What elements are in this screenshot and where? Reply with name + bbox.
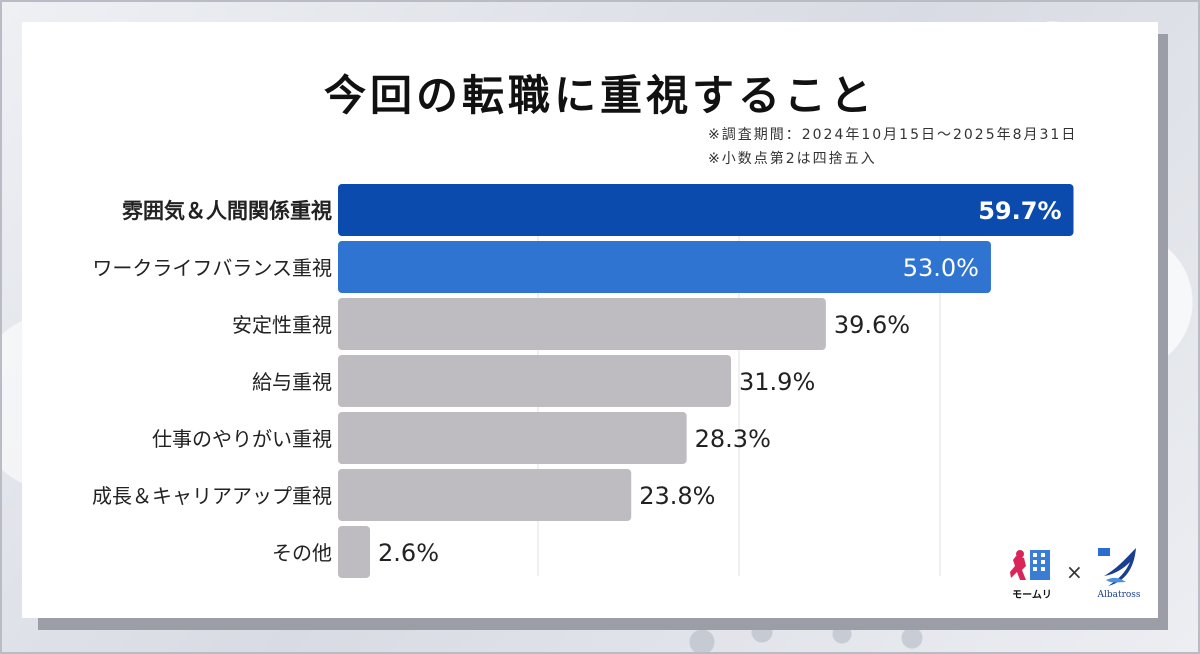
bar bbox=[338, 184, 1074, 236]
bar bbox=[338, 355, 732, 407]
value-label: 59.7% bbox=[978, 197, 1061, 225]
survey-period-note: ※調査期間：2024年10月15日〜2025年8月31日 bbox=[708, 127, 1078, 143]
momuri-logo-icon: モームリ bbox=[1010, 548, 1054, 601]
category-label: 雰囲気＆人間関係重視 bbox=[122, 199, 332, 223]
chart-title: 今回の転職に重視すること bbox=[323, 71, 876, 120]
bar bbox=[338, 469, 632, 521]
category-label: 安定性重視 bbox=[232, 313, 332, 337]
value-label: 39.6% bbox=[834, 311, 910, 339]
category-label: 仕事のやりがい重視 bbox=[152, 427, 332, 451]
albatross-logo-text: Albatross bbox=[1097, 590, 1141, 600]
category-label: 給与重視 bbox=[252, 370, 332, 394]
value-label: 23.8% bbox=[639, 482, 715, 510]
momuri-logo-text: モームリ bbox=[1012, 590, 1052, 601]
value-label: 2.6% bbox=[378, 539, 439, 567]
rounding-note: ※小数点第2は四捨五入 bbox=[708, 151, 877, 167]
albatross-logo-icon: Albatross bbox=[1096, 546, 1142, 602]
value-label: 28.3% bbox=[695, 425, 771, 453]
bar bbox=[338, 241, 991, 293]
bar bbox=[338, 298, 826, 350]
logo-separator: × bbox=[1066, 560, 1083, 584]
category-label: ワークライフバランス重視 bbox=[92, 256, 332, 280]
bar bbox=[338, 526, 371, 578]
logo-area: モームリ × Albatross bbox=[1004, 544, 1144, 604]
category-label: 成長＆キャリアアップ重視 bbox=[92, 484, 332, 508]
bar bbox=[338, 412, 687, 464]
value-label: 53.0% bbox=[903, 254, 979, 282]
value-label: 31.9% bbox=[739, 368, 815, 396]
category-label: その他 bbox=[272, 541, 332, 565]
